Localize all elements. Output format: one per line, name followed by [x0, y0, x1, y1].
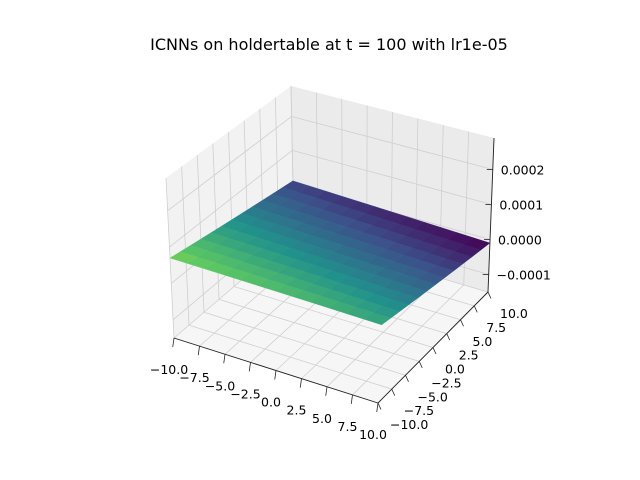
x-tick-label-mark — [325, 386, 328, 396]
grid-left-z — [169, 150, 293, 248]
grid-floor-y — [233, 286, 434, 348]
z-axis-line — [487, 137, 495, 293]
y-tick-label: −10.0 — [390, 417, 428, 432]
y-tick-label: 7.5 — [486, 320, 506, 335]
x-tick-label-mark — [172, 337, 175, 348]
x-axis-ticks: −10.0−7.5−5.0−2.50.0 2.5 5.0 7.510.0 — [150, 337, 387, 442]
surface-plot — [169, 180, 491, 326]
grid-back-z — [292, 149, 492, 205]
grid-left-y — [196, 154, 205, 313]
x-tick-label-mark — [274, 370, 277, 380]
x-tick-label-mark — [223, 354, 226, 364]
z-tick-label: 0.0002 — [501, 163, 545, 178]
y-tick-label: 2.5 — [459, 348, 479, 363]
y-axis-ticks: −10.0−7.5−5.0−2.50.02.55.07.510.0 — [377, 291, 528, 432]
x-tick-label-mark — [197, 346, 200, 356]
y-tick-label: 5.0 — [473, 334, 493, 349]
x-tick-label: 0.0 — [261, 395, 281, 410]
x-tick-label-mark — [350, 394, 353, 404]
x-tick-label: −10.0 — [150, 362, 188, 377]
y-tick-label: 10.0 — [500, 306, 528, 321]
chart-title: ICNNs on holdertable at t = 100 with lr1… — [150, 35, 508, 54]
y-tick-label: −5.0 — [418, 389, 448, 404]
y-tick-label-mark — [432, 347, 437, 355]
grid-left-y — [181, 166, 190, 326]
grid-floor-x — [352, 284, 465, 396]
grid-left-y — [212, 143, 220, 300]
y-tick-label: −2.5 — [431, 375, 461, 390]
grid-left-z — [167, 116, 292, 212]
z-tick-label: −0.0001 — [497, 268, 551, 283]
grid-back-z — [291, 116, 493, 170]
x-tick-label: 10.0 — [359, 427, 387, 442]
y-tick-label-mark — [391, 388, 396, 396]
y-tick-label-mark — [473, 305, 478, 313]
y-tick-label-mark — [460, 319, 464, 327]
x-tick-label: 7.5 — [338, 419, 358, 434]
z-tick-label: 0.0001 — [499, 198, 543, 213]
x-tick-label-mark — [299, 378, 302, 388]
x-tick-label: −7.5 — [179, 370, 209, 385]
x-tick-label: −5.0 — [205, 378, 235, 393]
y-tick-label-mark — [405, 375, 409, 382]
z-axis-ticks: −0.0001 0.0000 0.0001 0.0002 — [482, 163, 551, 283]
z-tick-label: 0.0000 — [498, 233, 542, 248]
x-tick-label-mark — [248, 362, 251, 372]
x-tick-label: −2.5 — [230, 386, 260, 401]
x-tick-label: 5.0 — [312, 411, 332, 426]
y-tick-label: −7.5 — [404, 403, 434, 418]
y-tick-label-mark — [418, 361, 423, 369]
x-tick-label: 2.5 — [287, 403, 307, 418]
y-tick-label: 0.0 — [445, 362, 465, 377]
surface-patch — [363, 312, 392, 326]
pane-left — [166, 86, 294, 338]
y-tick-label-mark — [446, 333, 451, 341]
y-tick-label-mark — [487, 291, 492, 299]
x-tick-label-mark — [376, 402, 379, 413]
y-tick-label-mark — [377, 402, 382, 410]
